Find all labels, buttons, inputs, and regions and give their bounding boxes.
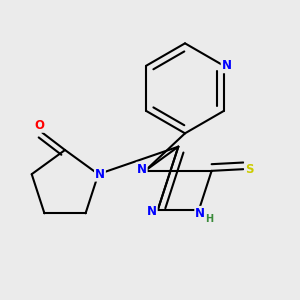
Text: N: N bbox=[195, 207, 205, 220]
Text: N: N bbox=[147, 205, 157, 218]
Text: H: H bbox=[206, 214, 214, 224]
Text: N: N bbox=[95, 168, 105, 181]
Text: N: N bbox=[137, 163, 147, 176]
Text: O: O bbox=[34, 119, 44, 132]
Text: N: N bbox=[222, 59, 232, 72]
Text: S: S bbox=[245, 163, 254, 176]
